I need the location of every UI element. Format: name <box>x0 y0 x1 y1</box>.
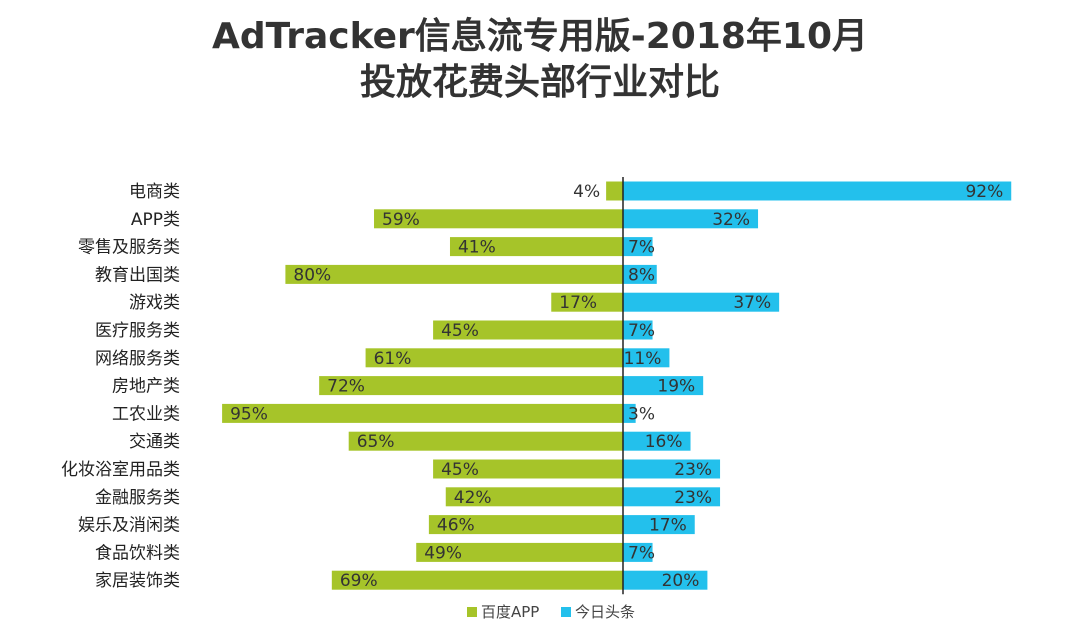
value-label-toutiao: 92% <box>965 182 1003 202</box>
value-label-baidu: 72% <box>327 377 365 397</box>
bar-toutiao <box>623 487 721 507</box>
bar-toutiao <box>623 348 670 368</box>
chart-title-line-1: AdTracker信息流专用版-2018年10月 <box>212 16 868 57</box>
bar-toutiao <box>623 209 759 229</box>
value-label-baidu: 59% <box>382 210 420 230</box>
value-label-toutiao: 23% <box>674 488 712 508</box>
bar-toutiao <box>623 264 657 284</box>
value-label-toutiao: 11% <box>624 349 662 369</box>
value-label-baidu: 61% <box>374 349 412 369</box>
bar-baidu <box>416 542 623 562</box>
value-label-baidu: 80% <box>293 265 331 285</box>
value-label-toutiao: 7% <box>628 238 655 258</box>
value-label-toutiao: 32% <box>712 210 750 230</box>
category-label: 工农业类 <box>112 404 180 424</box>
value-label-baidu: 46% <box>437 516 475 536</box>
bar-toutiao <box>623 570 708 590</box>
category-label: 食品饮料类 <box>95 543 180 563</box>
value-label-baidu: 4% <box>573 182 600 202</box>
legend-label-toutiao: 今日头条 <box>575 603 635 621</box>
value-label-baidu: 45% <box>441 460 479 480</box>
bar-baidu <box>428 515 623 535</box>
value-label-baidu: 49% <box>424 543 462 563</box>
legend-swatch-baidu <box>467 607 477 617</box>
value-label-baidu: 42% <box>454 488 492 508</box>
bar-toutiao <box>623 542 653 562</box>
category-label: 房地产类 <box>112 377 180 397</box>
bar-toutiao <box>623 292 780 312</box>
bar-baidu <box>331 570 623 590</box>
bar-baidu <box>433 320 623 340</box>
category-label: 金融服务类 <box>95 488 180 508</box>
bar-baidu <box>319 376 623 396</box>
bar-baidu <box>449 237 623 257</box>
bar-baidu <box>551 292 623 312</box>
category-label: 网络服务类 <box>95 349 180 369</box>
category-label: 家居装饰类 <box>95 571 180 591</box>
bar-toutiao <box>623 515 695 535</box>
bar-baidu <box>222 403 623 423</box>
value-label-toutiao: 16% <box>645 432 683 452</box>
value-label-baidu: 65% <box>357 432 395 452</box>
value-label-baidu: 41% <box>458 238 496 258</box>
chart-title-line-2: 投放花费头部行业对比 <box>359 62 720 103</box>
value-label-toutiao: 17% <box>649 516 687 536</box>
value-label-toutiao: 7% <box>628 543 655 563</box>
bar-baidu <box>348 431 623 451</box>
bar-baidu <box>374 209 623 229</box>
legend-swatch-toutiao <box>561 607 571 617</box>
bar-baidu <box>606 181 623 201</box>
bar-toutiao <box>623 431 691 451</box>
category-label: 化妆浴室用品类 <box>61 460 180 480</box>
category-label: 娱乐及消闲类 <box>78 516 180 536</box>
value-label-baidu: 45% <box>441 321 479 341</box>
bar-toutiao <box>623 376 704 396</box>
bar-toutiao <box>623 403 636 423</box>
category-label: 交通类 <box>129 432 180 452</box>
chart-title: AdTracker信息流专用版-2018年10月 投放花费头部行业对比 <box>0 14 1080 106</box>
category-label: 医疗服务类 <box>95 321 180 341</box>
category-label: 电商类 <box>129 182 180 202</box>
value-label-toutiao: 8% <box>628 265 655 285</box>
bar-toutiao <box>623 237 653 257</box>
value-label-baidu: 17% <box>559 293 597 313</box>
category-label: 游戏类 <box>129 293 180 313</box>
value-label-toutiao: 23% <box>674 460 712 480</box>
bar-toutiao <box>623 320 653 340</box>
bar-baidu <box>445 487 623 507</box>
category-label: APP类 <box>131 210 180 230</box>
value-label-toutiao: 3% <box>628 404 655 424</box>
value-label-toutiao: 19% <box>657 377 695 397</box>
legend-label-baidu: 百度APP <box>481 603 539 621</box>
bar-toutiao <box>623 459 721 479</box>
value-label-baidu: 69% <box>340 571 378 591</box>
value-label-baidu: 95% <box>230 404 268 424</box>
value-label-toutiao: 37% <box>733 293 771 313</box>
category-label: 零售及服务类 <box>78 238 180 258</box>
bar-toutiao <box>623 181 1012 201</box>
value-label-toutiao: 7% <box>628 321 655 341</box>
bar-baidu <box>365 348 623 368</box>
category-label: 教育出国类 <box>95 265 180 285</box>
bar-baidu <box>285 264 623 284</box>
bar-baidu <box>433 459 623 479</box>
value-label-toutiao: 20% <box>662 571 700 591</box>
